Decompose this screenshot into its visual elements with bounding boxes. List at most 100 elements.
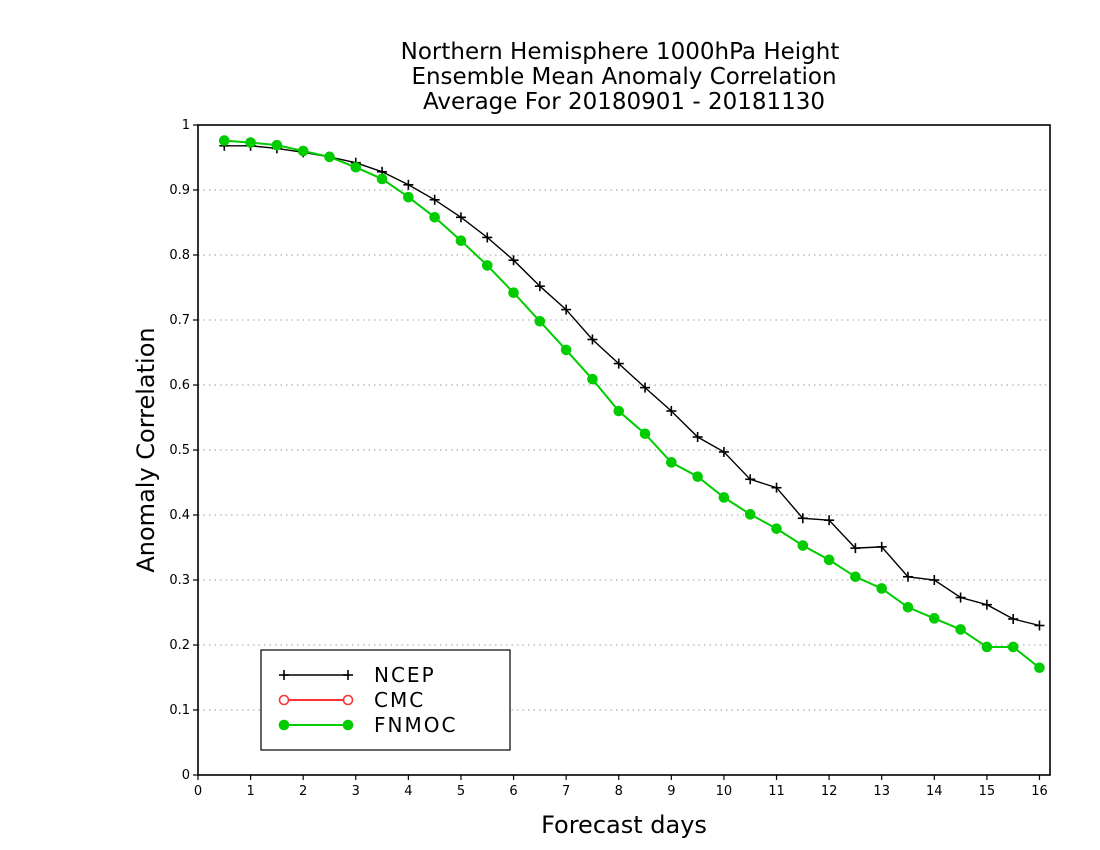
x-tick-label: 2: [299, 784, 307, 799]
data-point-ncep: [745, 474, 756, 485]
data-point-fnmoc: [797, 540, 809, 551]
y-tick-label: 0.9: [169, 183, 190, 198]
data-point-ncep: [955, 592, 966, 603]
x-tick-label: 16: [1031, 784, 1048, 799]
data-point-ncep: [824, 515, 835, 526]
data-point-ncep: [1008, 614, 1019, 624]
x-tick-label: 3: [352, 784, 360, 799]
x-tick-label: 11: [768, 784, 785, 799]
data-point-ncep: [508, 255, 519, 266]
x-tick-label: 0: [194, 784, 202, 799]
data-point-fnmoc: [876, 583, 888, 594]
legend-marker: [342, 719, 354, 731]
legend-marker: [279, 670, 289, 680]
data-point-ncep: [666, 406, 677, 416]
data-point-ncep: [482, 232, 493, 243]
data-point-fnmoc: [271, 139, 283, 151]
y-tick-label: 0.8: [169, 248, 190, 263]
series-ncep: [219, 140, 1045, 631]
data-point-ncep: [640, 382, 651, 393]
data-point-fnmoc: [718, 492, 730, 503]
data-series: [218, 135, 1045, 674]
data-point-fnmoc: [455, 235, 467, 246]
x-tick-label: 12: [821, 784, 838, 799]
legend-entry-cmc: CMC: [278, 688, 425, 712]
data-point-ncep: [771, 482, 782, 493]
legend-label-cmc: CMC: [374, 688, 425, 712]
x-tick-label: 7: [562, 784, 570, 799]
data-point-fnmoc: [1034, 662, 1045, 674]
y-tick-label: 0.6: [169, 378, 190, 393]
data-point-fnmoc: [534, 316, 546, 327]
data-point-fnmoc: [376, 173, 388, 185]
x-tick-label: 6: [509, 784, 517, 799]
legend-entry-fnmoc: FNMOC: [278, 713, 457, 737]
data-point-ncep: [429, 194, 440, 205]
data-point-ncep: [903, 571, 913, 582]
data-point-fnmoc: [771, 523, 782, 534]
x-tick-label: 5: [457, 784, 465, 799]
data-point-ncep: [455, 212, 466, 223]
legend-label-fnmoc: FNMOC: [374, 713, 457, 737]
data-point-fnmoc: [666, 457, 677, 468]
data-point-fnmoc: [481, 260, 493, 271]
series-fnmoc: [218, 135, 1045, 674]
data-point-fnmoc: [928, 613, 940, 624]
data-point-ncep: [534, 281, 545, 292]
data-point-ncep: [403, 179, 414, 190]
data-point-fnmoc: [613, 405, 625, 417]
x-tick-label: 13: [873, 784, 890, 799]
data-point-ncep: [692, 432, 703, 442]
data-point-ncep: [587, 334, 598, 345]
data-point-ncep: [981, 599, 992, 610]
x-tick-label: 10: [716, 784, 733, 799]
y-tick-label: 0.5: [169, 443, 190, 458]
grid-lines: [198, 189, 1050, 711]
chart-title-line-3: Average For 20180901 - 20181130: [423, 89, 825, 115]
x-tick-label: 4: [404, 784, 412, 799]
data-point-fnmoc: [981, 641, 993, 653]
y-tick-labels: 0 0.1 0.2 0.3 0.4 0.5 0.6 0.7 0.8 0.9 1: [169, 118, 190, 783]
legend-marker: [342, 694, 354, 706]
data-point-fnmoc: [508, 287, 519, 299]
axis-ticks: [193, 124, 1041, 780]
legend-marker: [278, 719, 290, 731]
data-point-fnmoc: [692, 471, 703, 482]
data-point-ncep: [929, 575, 940, 585]
data-point-ncep: [1034, 620, 1045, 631]
data-point-ncep: [718, 446, 729, 457]
series-line-ncep: [224, 145, 1040, 627]
data-point-ncep: [876, 541, 887, 552]
data-point-fnmoc: [587, 373, 598, 385]
data-point-fnmoc: [823, 554, 835, 566]
chart-title-line-2: Ensemble Mean Anomaly Correlation: [411, 64, 836, 90]
x-tick-labels: 0 1 2 3 4 5 6 7 8 9 10 11 12 13 14 15 16: [194, 784, 1048, 799]
data-point-fnmoc: [639, 428, 651, 440]
data-point-ncep: [613, 358, 624, 369]
data-point-fnmoc: [1007, 641, 1019, 653]
legend-label-ncep: NCEP: [374, 663, 436, 687]
y-tick-label: 0.2: [169, 638, 190, 653]
data-point-ncep: [561, 304, 572, 315]
x-tick-label: 8: [615, 784, 623, 799]
data-point-fnmoc: [324, 151, 335, 163]
legend-entry-ncep: NCEP: [279, 663, 436, 687]
data-point-fnmoc: [560, 344, 572, 356]
x-axis-label: Forecast days: [541, 811, 707, 839]
data-point-fnmoc: [350, 161, 362, 173]
data-point-ncep: [797, 513, 808, 524]
data-point-fnmoc: [245, 137, 256, 148]
y-tick-label: 0.1: [169, 703, 190, 718]
data-point-ncep: [850, 543, 861, 554]
y-tick-label: 0: [182, 768, 190, 783]
x-tick-label: 15: [979, 784, 996, 799]
data-point-fnmoc: [429, 212, 440, 223]
y-tick-label: 0.3: [169, 573, 190, 588]
chart-title: Northern Hemisphere 1000hPa Height Ensem…: [401, 39, 840, 115]
data-point-fnmoc: [297, 145, 309, 157]
y-axis-label: Anomaly Correlation: [132, 327, 160, 572]
series-line-fnmoc: [224, 139, 1041, 669]
data-point-fnmoc: [955, 624, 966, 635]
data-point-fnmoc: [403, 191, 414, 203]
